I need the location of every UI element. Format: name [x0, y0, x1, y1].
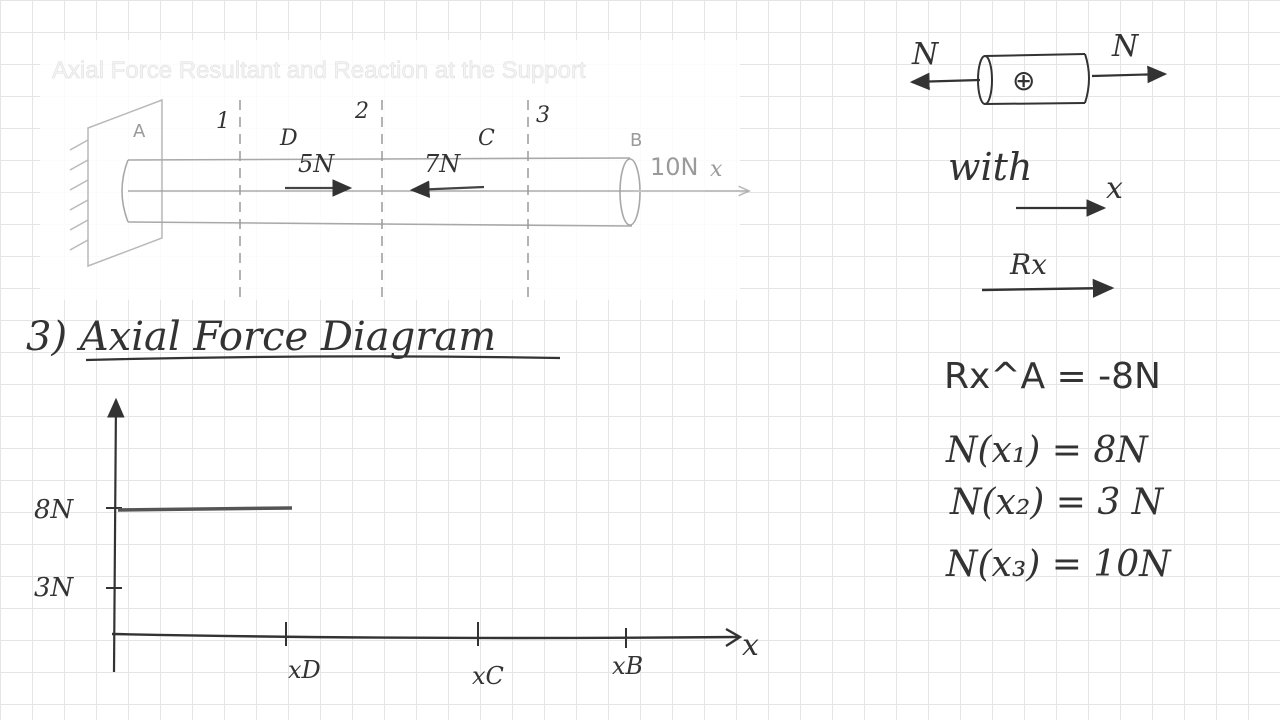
diagram-x-axis-label: x — [742, 628, 759, 663]
figure-title: Axial Force Resultant and Reaction at th… — [52, 57, 586, 84]
y-tick-label-3n: 3N — [34, 573, 75, 603]
equation-n-x1: N(x₁) = 8N — [945, 430, 1149, 471]
point-a-label: A — [133, 121, 146, 142]
right-panel: N N ⊕ with x Rx Rx^A = -8N N(x₁) = 8N N(… — [909, 29, 1172, 585]
n-right-label: N — [1111, 29, 1140, 64]
wall-support — [69, 98, 163, 268]
equation-n-x3: N(x₃) = 10N — [945, 544, 1172, 585]
diagram-x-axis — [111, 632, 739, 640]
equation-n-x2: N(x₂) = 3 N — [949, 482, 1165, 523]
rod — [121, 157, 641, 227]
element-cylinder — [977, 53, 1090, 105]
section-label-2: 2 — [354, 99, 369, 124]
diagram-x-arrowhead — [725, 627, 743, 648]
load-c-arrow — [409, 180, 485, 199]
load-c-label: 7N — [424, 150, 461, 178]
with-x-label: x — [1106, 171, 1123, 206]
n-left-label: N — [911, 37, 940, 72]
top-figure: Axial Force Resultant and Reaction at th… — [40, 40, 748, 300]
section-label-3: 3 — [536, 103, 550, 128]
rx-direction-arrow — [981, 278, 1115, 298]
plus-sign-icon: ⊕ — [1012, 64, 1035, 97]
heading-underline — [85, 355, 561, 362]
with-label: with — [948, 145, 1032, 189]
n-left-arrow — [909, 72, 981, 91]
point-b-label: B — [630, 130, 642, 151]
axial-force-diagram: x 8N 3N xD xC xB — [34, 397, 759, 690]
rx-label: Rx — [1009, 248, 1047, 281]
point-d-label: D — [279, 126, 298, 151]
top-axis-label: x — [710, 157, 723, 182]
diagram-y-axis — [107, 397, 125, 673]
x-tick-label-xd: xD — [288, 656, 321, 684]
point-c-label: C — [478, 126, 495, 151]
load-d-label: 5N — [298, 150, 335, 178]
x-tick-label-xb: xB — [612, 652, 643, 680]
equation-rx-a: Rx^A = -8N — [944, 356, 1161, 397]
load-b-label: 10N — [650, 153, 699, 181]
axial-force-segment-1 — [117, 506, 293, 512]
section-label-1: 1 — [216, 109, 230, 134]
n-right-arrow — [1091, 65, 1168, 84]
diagram-heading: 3) Axial Force Diagram — [26, 314, 496, 360]
y-tick-label-8n: 8N — [34, 495, 75, 525]
x-tick-label-xc: xC — [472, 662, 504, 690]
